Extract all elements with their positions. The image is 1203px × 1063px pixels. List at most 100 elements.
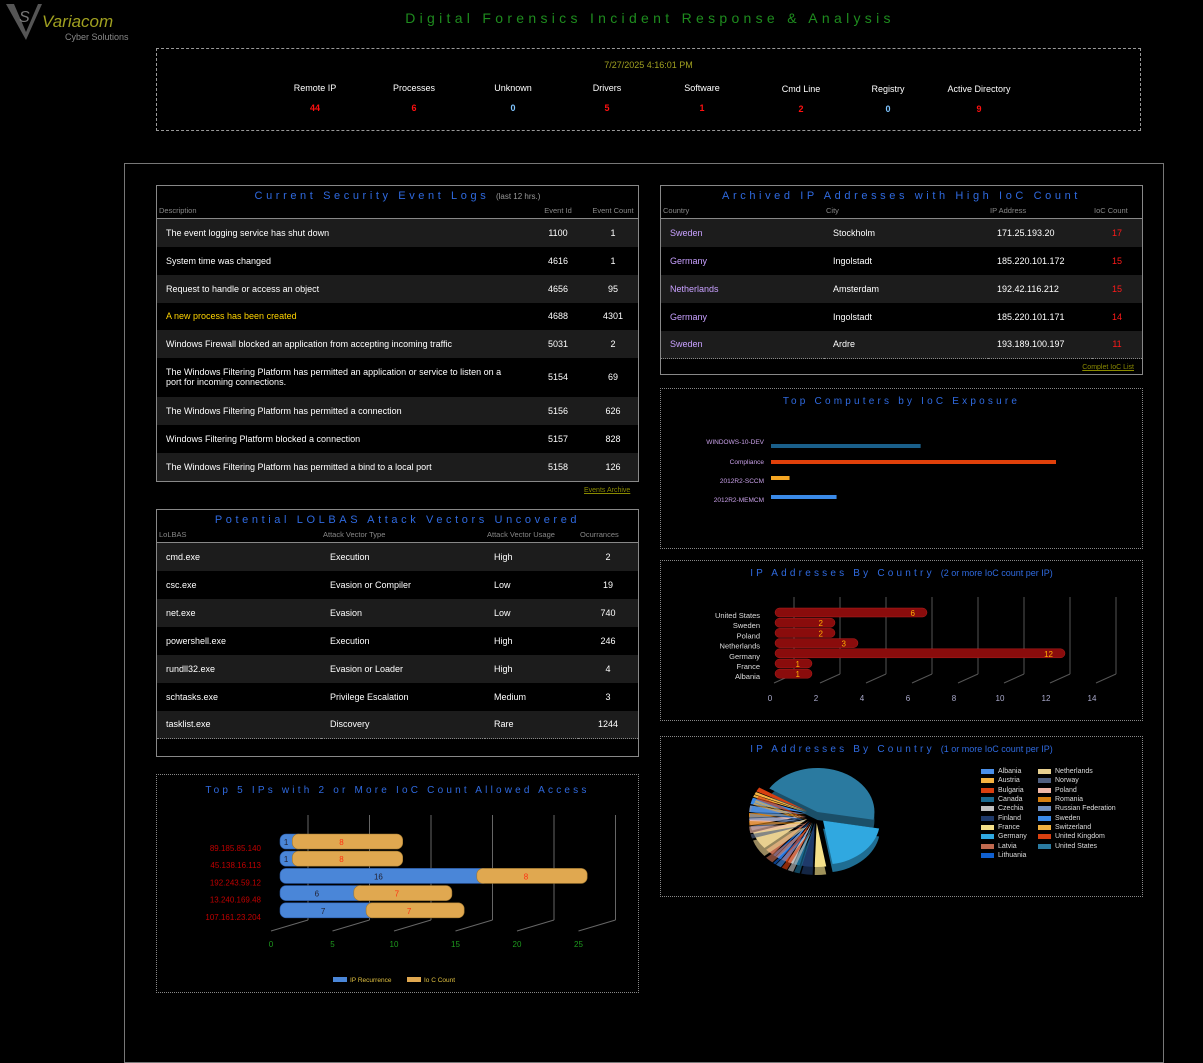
stat-0[interactable]: Remote IP 44 bbox=[265, 83, 365, 113]
country-bar[interactable] bbox=[774, 648, 1066, 659]
ioc-count-bar[interactable] bbox=[476, 868, 588, 884]
legend-item[interactable]: Bulgaria bbox=[981, 786, 1024, 795]
legend-item[interactable]: Germany bbox=[981, 832, 1027, 841]
ip-recurrence-bar[interactable] bbox=[279, 868, 490, 884]
table-row[interactable]: The Windows Filtering Platform has permi… bbox=[157, 396, 638, 425]
pie-slice[interactable] bbox=[823, 820, 880, 865]
table-row[interactable]: schtasks.exe Privilege Escalation Medium 3 bbox=[157, 682, 638, 711]
table-row[interactable]: Sweden Stockholm 171.25.193.20 17 bbox=[661, 218, 1142, 247]
stat-5[interactable]: Cmd Line 2 bbox=[751, 84, 851, 114]
complete-ioc-list-link[interactable]: Complet IoC List bbox=[1082, 364, 1134, 371]
stat-4[interactable]: Software 1 bbox=[652, 83, 752, 113]
country-bar[interactable] bbox=[774, 628, 836, 638]
country-bar[interactable] bbox=[774, 638, 859, 648]
table-row[interactable]: cmd.exe Execution High 2 bbox=[157, 542, 638, 571]
computer-bar[interactable] bbox=[771, 460, 1056, 464]
pie-slice-side bbox=[756, 795, 808, 820]
event-id: 5156 bbox=[528, 396, 588, 425]
lolbas-name: powershell.exe bbox=[157, 626, 321, 655]
table-row[interactable]: Netherlands Amsterdam 192.42.116.212 15 bbox=[661, 274, 1142, 303]
table-row[interactable]: The Windows Filtering Platform has permi… bbox=[157, 357, 638, 397]
country-bar[interactable] bbox=[774, 658, 813, 669]
legend-swatch bbox=[981, 778, 994, 784]
stat-value: 5 bbox=[604, 103, 610, 113]
table-row[interactable]: Germany Ingolstadt 185.220.101.172 15 bbox=[661, 246, 1142, 275]
stat-value: 6 bbox=[411, 103, 417, 113]
page-title: Digital Forensics Incident Response & An… bbox=[405, 10, 895, 26]
computer-bar[interactable] bbox=[771, 476, 790, 480]
legend-label: Norway bbox=[1055, 777, 1079, 785]
stat-label: Remote IP bbox=[293, 83, 337, 93]
legend-swatch bbox=[981, 843, 994, 849]
table-row[interactable]: The event logging service has shut down 1… bbox=[157, 218, 638, 247]
pie-slice[interactable] bbox=[814, 822, 827, 867]
table-row[interactable]: net.exe Evasion Low 740 bbox=[157, 598, 638, 627]
legend-item[interactable]: Albania bbox=[981, 767, 1021, 776]
table-row[interactable]: The Windows Filtering Platform has permi… bbox=[157, 452, 638, 481]
table-row[interactable]: Request to handle or access an object 465… bbox=[157, 274, 638, 303]
legend-item[interactable]: Romania bbox=[1038, 795, 1083, 804]
legend-item[interactable]: Switzerland bbox=[1038, 823, 1091, 832]
legend-item[interactable]: Austria bbox=[981, 776, 1020, 785]
stat-6[interactable]: Registry 0 bbox=[838, 84, 938, 114]
table-row[interactable]: rundll32.exe Evasion or Loader High 4 bbox=[157, 654, 638, 683]
legend-item[interactable]: Czechia bbox=[981, 804, 1023, 813]
stat-3[interactable]: Drivers 5 bbox=[557, 83, 657, 113]
ip-recurrence-bar[interactable] bbox=[279, 885, 367, 901]
legend-item[interactable]: United Kingdom bbox=[1038, 832, 1105, 841]
pie-slice[interactable] bbox=[754, 791, 807, 812]
legend-swatch bbox=[981, 815, 994, 821]
country-bar[interactable] bbox=[774, 607, 928, 618]
stat-1[interactable]: Processes 6 bbox=[364, 83, 464, 113]
legend-item[interactable]: Canada bbox=[981, 795, 1023, 804]
pie-slice[interactable] bbox=[769, 768, 875, 820]
pie-slice[interactable] bbox=[756, 787, 808, 812]
country: Germany bbox=[661, 246, 824, 275]
computer-bar[interactable] bbox=[771, 444, 921, 448]
table-row[interactable]: tasklist.exe Discovery Rare 1244 bbox=[157, 710, 638, 739]
table-row[interactable]: Germany Ingolstadt 185.220.101.171 14 bbox=[661, 302, 1142, 331]
computer-bar[interactable] bbox=[771, 495, 837, 499]
stat-label: Drivers bbox=[592, 83, 622, 93]
legend-item[interactable]: Poland bbox=[1038, 786, 1077, 795]
pie-slice[interactable] bbox=[753, 818, 808, 848]
legend-swatch bbox=[981, 806, 994, 812]
legend-item[interactable]: Russian Federation bbox=[1038, 804, 1116, 813]
ioc-count-bar[interactable] bbox=[353, 885, 453, 901]
ioc-count-bar[interactable] bbox=[365, 902, 465, 919]
table-row[interactable]: Windows Firewall blocked an application … bbox=[157, 329, 638, 358]
legend-item[interactable]: Lithuania bbox=[981, 851, 1026, 860]
table-row[interactable]: System time was changed 4616 1 bbox=[157, 246, 638, 275]
legend-label[interactable]: Io C Count bbox=[424, 977, 455, 984]
legend-item[interactable]: United States bbox=[1038, 841, 1097, 850]
ioc-count-bar[interactable] bbox=[292, 850, 404, 867]
bar-value-label: 7 bbox=[395, 890, 400, 899]
bar-value-label: 16 bbox=[374, 872, 383, 881]
table-row[interactable]: Sweden Ardre 193.189.100.197 11 bbox=[661, 330, 1142, 359]
ip-recurrence-bar[interactable] bbox=[279, 902, 379, 919]
legend-item[interactable]: Norway bbox=[1038, 776, 1079, 785]
legend-item[interactable]: France bbox=[981, 823, 1020, 832]
legend-swatch bbox=[1038, 778, 1051, 784]
legend-item[interactable]: Finland bbox=[981, 814, 1021, 823]
table-row[interactable]: powershell.exe Execution High 246 bbox=[157, 626, 638, 655]
event-id: 5157 bbox=[528, 424, 588, 453]
stat-2[interactable]: Unknown 0 bbox=[463, 83, 563, 113]
x-tick-label: 6 bbox=[906, 694, 911, 703]
table-row[interactable]: A new process has been created 4688 4301 bbox=[157, 302, 638, 330]
country-bar[interactable] bbox=[774, 668, 813, 679]
country-bar[interactable] bbox=[774, 617, 836, 628]
legend-item[interactable]: Sweden bbox=[1038, 814, 1080, 823]
x-tick-label: 15 bbox=[451, 940, 460, 949]
computer-label: Compliance bbox=[730, 459, 765, 466]
bar-value-label: 6 bbox=[911, 609, 916, 618]
lolbas-name: tasklist.exe bbox=[157, 710, 321, 739]
events-archive-link[interactable]: Events Archive bbox=[584, 487, 631, 494]
legend-item[interactable]: Netherlands bbox=[1038, 767, 1093, 776]
table-row[interactable]: Windows Filtering Platform blocked a con… bbox=[157, 424, 638, 453]
legend-label[interactable]: IP Recurrence bbox=[350, 977, 392, 984]
ioc-count-bar[interactable] bbox=[292, 833, 404, 850]
legend-item[interactable]: Latvia bbox=[981, 841, 1017, 850]
stat-7[interactable]: Active Directory 9 bbox=[929, 84, 1029, 114]
table-row[interactable]: csc.exe Evasion or Compiler Low 19 bbox=[157, 570, 638, 599]
